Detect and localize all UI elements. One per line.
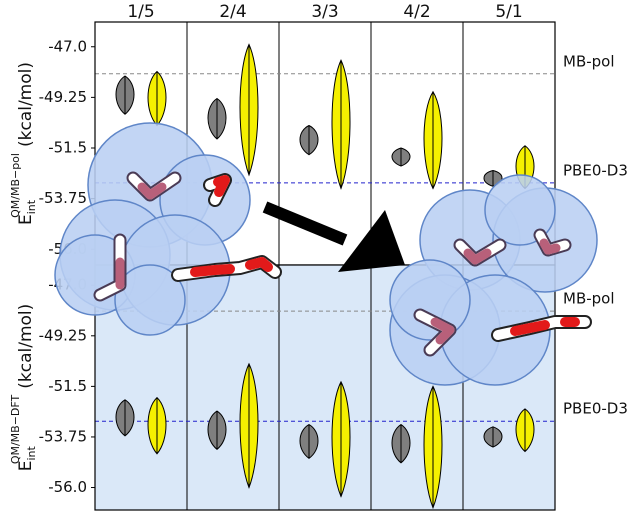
y-axis-label-sup: QM/MB−DFT <box>9 394 22 464</box>
reference-label: MB-pol <box>563 52 615 70</box>
category-label: 4/2 <box>403 2 430 22</box>
y-axis-label-symbol: E <box>16 461 36 472</box>
y-tick-label: -49.25 <box>39 326 87 344</box>
reference-label: PBE0-D3 <box>563 161 628 179</box>
y-axis-label-unit: (kcal/mol) <box>16 304 36 389</box>
y-tick-label: -56.0 <box>48 478 87 496</box>
y-axis-label-unit: (kcal/mol) <box>16 62 36 147</box>
y-tick-label: -53.75 <box>39 427 87 445</box>
category-label: 3/3 <box>311 2 338 22</box>
category-label: 2/4 <box>219 2 246 22</box>
y-axis-label-sub: int <box>25 199 38 214</box>
y-axis-label-symbol: E <box>16 214 36 225</box>
y-axis-label-sub: int <box>25 445 38 460</box>
category-label: 5/1 <box>495 2 522 22</box>
y-tick-label: -51.5 <box>48 139 87 157</box>
y-tick-label: -51.5 <box>48 377 87 395</box>
y-axis-label: EintQM/MB−DFT (kcal/mol) <box>9 304 38 472</box>
y-axis-label: EintQM/MB−pol (kcal/mol) <box>9 62 38 225</box>
y-tick-label: -49.25 <box>39 88 87 106</box>
y-tick-label: -47.0 <box>48 37 87 55</box>
reference-label: PBE0-D3 <box>563 400 628 418</box>
reference-label: MB-pol <box>563 290 615 308</box>
y-axis-label-sup: QM/MB−pol <box>9 153 22 218</box>
molecule-illustration <box>54 122 598 386</box>
category-label: 1/5 <box>127 2 154 22</box>
panel-frame <box>94 264 556 511</box>
y-tick-label: -53.75 <box>39 189 87 207</box>
